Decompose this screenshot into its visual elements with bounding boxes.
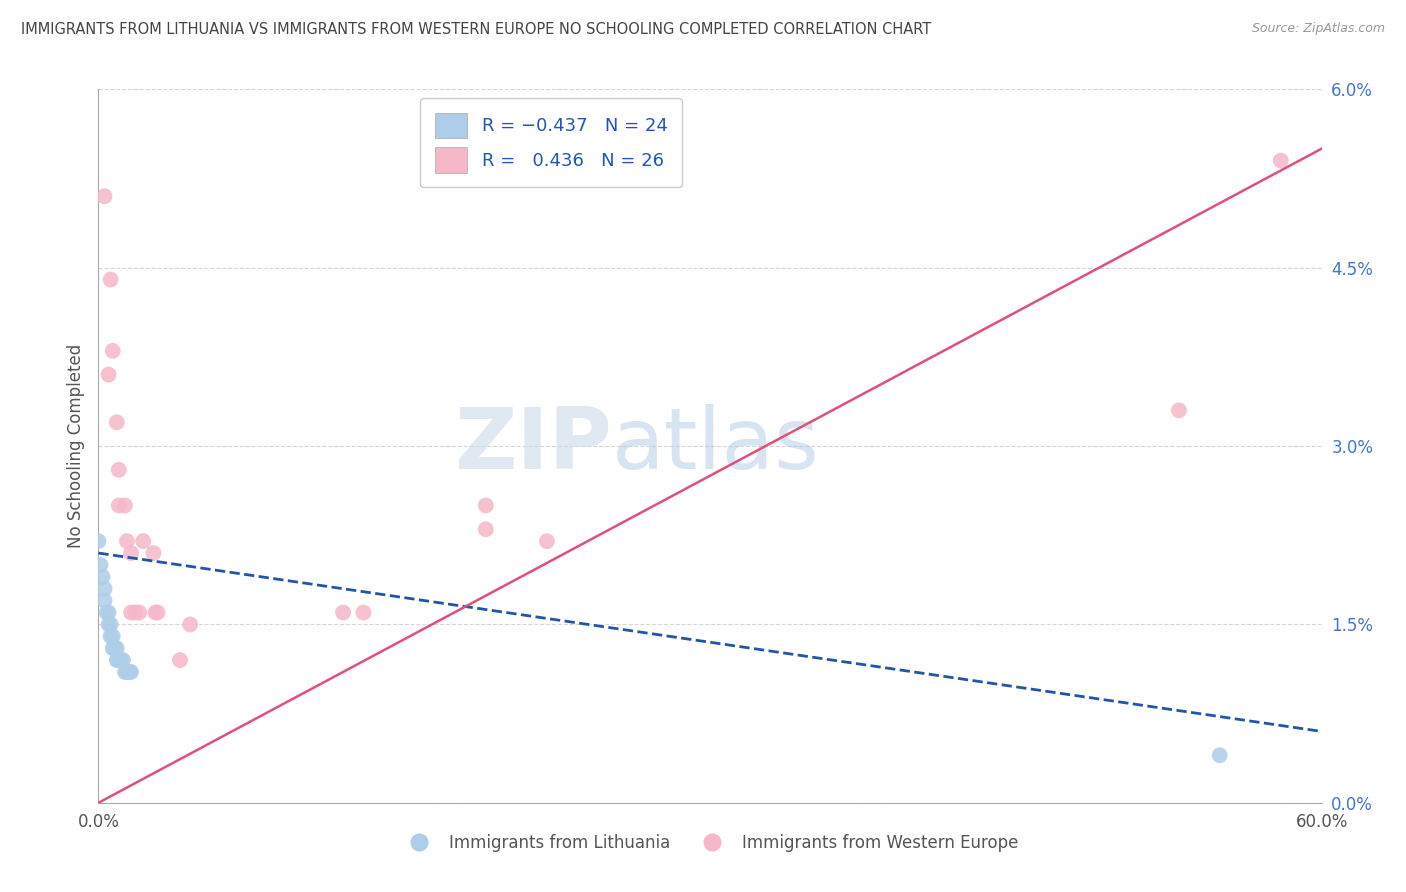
Point [105,641,128,656]
Text: IMMIGRANTS FROM LITHUANIA VS IMMIGRANTS FROM WESTERN EUROPE NO SCHOOLING COMPLET: IMMIGRANTS FROM LITHUANIA VS IMMIGRANTS … [21,22,931,37]
Text: ZIP: ZIP [454,404,612,488]
Point [91,570,114,584]
Point [120,546,142,560]
Point [104,641,127,656]
Text: atlas: atlas [612,404,820,488]
Point [115,534,138,549]
Point [142,546,165,560]
Point [105,653,128,667]
Point [104,641,127,656]
Point [101,629,124,643]
Point [100,629,122,643]
Point [101,641,124,656]
Point [474,522,498,536]
Point [115,665,138,679]
Point [352,606,374,620]
Point [128,606,150,620]
Point [108,653,131,667]
Y-axis label: No Schooling Completed: No Schooling Completed [66,344,84,548]
Point [111,653,134,667]
Point [114,499,136,513]
Point [100,272,122,286]
Point [118,665,141,679]
Point [96,606,118,620]
Legend: Immigrants from Lithuania, Immigrants from Western Europe: Immigrants from Lithuania, Immigrants fr… [395,828,1025,859]
Point [100,617,122,632]
Point [1209,748,1232,763]
Point [474,499,498,513]
Point [332,606,354,620]
Point [145,606,167,620]
Point [114,665,136,679]
Text: Source: ZipAtlas.com: Source: ZipAtlas.com [1251,22,1385,36]
Point [1167,403,1189,417]
Point [93,593,115,607]
Point [89,558,111,572]
Point [124,606,146,620]
Point [108,463,131,477]
Point [97,617,120,632]
Point [87,534,110,549]
Point [108,499,131,513]
Point [1270,153,1292,168]
Point [93,582,115,596]
Point [93,189,115,203]
Point [120,665,142,679]
Point [179,617,201,632]
Point [97,606,120,620]
Point [536,534,558,549]
Point [110,653,132,667]
Point [97,368,120,382]
Point [120,606,142,620]
Point [146,606,169,620]
Point [132,534,155,549]
Point [101,343,124,358]
Point [169,653,191,667]
Point [105,415,128,429]
